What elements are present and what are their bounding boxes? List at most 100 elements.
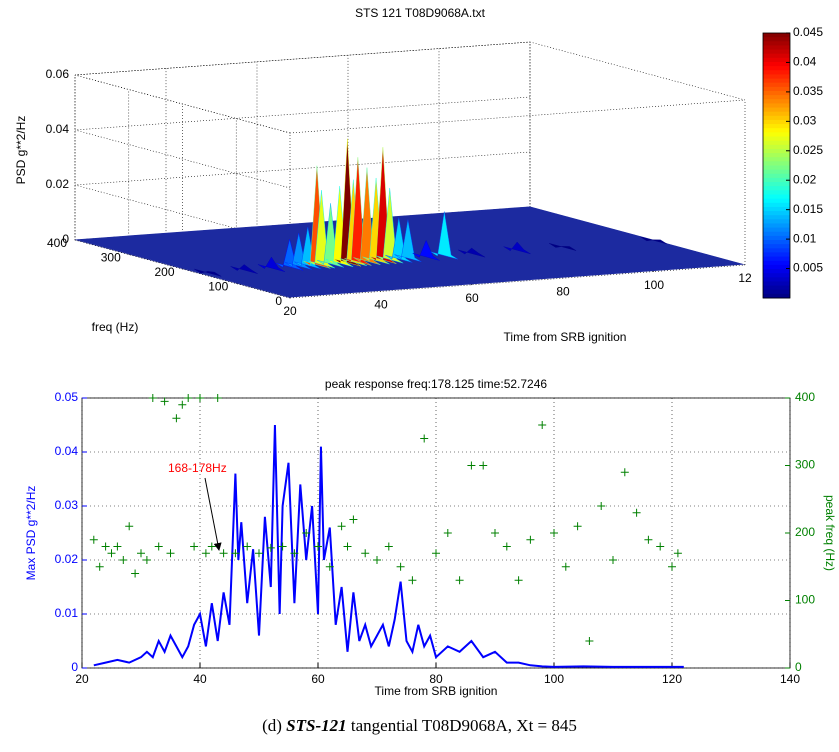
x-tick-label: 60 bbox=[311, 672, 325, 686]
data-point bbox=[231, 549, 240, 558]
colorbar-cell bbox=[763, 99, 790, 104]
y-axis-label: freq (Hz) bbox=[92, 320, 139, 334]
grid-line bbox=[74, 41, 531, 134]
y-tick-label: 0 bbox=[275, 294, 282, 308]
y-tick-label: 0.01 bbox=[55, 606, 79, 620]
data-point bbox=[443, 529, 452, 537]
data-point bbox=[266, 543, 275, 552]
colorbar-cell bbox=[763, 223, 790, 229]
colorbar-frame bbox=[762, 32, 791, 299]
colorbar-cell bbox=[763, 260, 790, 266]
data-point bbox=[154, 542, 163, 551]
colorbar-cell bbox=[763, 252, 790, 258]
surface-peak bbox=[194, 268, 222, 277]
colorbar-tick-label: 0.035 bbox=[793, 84, 823, 98]
data-point bbox=[479, 461, 488, 470]
data-point bbox=[668, 562, 676, 571]
data-point bbox=[190, 542, 199, 551]
colorbar-cell bbox=[763, 215, 790, 220]
z-axis-label: PSD g**2/Hz bbox=[14, 116, 28, 185]
colorbar-cell bbox=[763, 140, 790, 146]
surface-peak bbox=[307, 190, 336, 269]
x-tick-label: 100 bbox=[544, 672, 564, 686]
colorbar-cell bbox=[763, 37, 790, 42]
colorbar-cell bbox=[763, 45, 790, 51]
surface-peak bbox=[385, 217, 413, 263]
y-tick-label: 100 bbox=[208, 280, 228, 294]
colorbar-tick-label: 0.015 bbox=[793, 202, 823, 216]
surface-peak bbox=[503, 241, 531, 255]
data-point bbox=[561, 562, 570, 571]
surface-peak bbox=[458, 247, 486, 258]
colorbar-cell bbox=[763, 86, 790, 92]
data-point bbox=[420, 434, 429, 443]
surface-peak bbox=[276, 239, 304, 271]
data-point bbox=[131, 569, 140, 578]
x-tick-label: 20 bbox=[283, 304, 297, 318]
colorbar-cell bbox=[763, 82, 790, 88]
x-tick-label: 140 bbox=[780, 672, 800, 686]
surface-peak bbox=[257, 256, 285, 272]
colorbar-cell bbox=[763, 90, 790, 96]
data-point bbox=[673, 549, 682, 558]
colorbar-tick-label: 0.01 bbox=[793, 231, 817, 245]
colorbar-cell bbox=[763, 264, 790, 270]
colorbar-cell bbox=[763, 70, 790, 75]
colorbar-cell bbox=[763, 95, 790, 100]
surface-peak bbox=[412, 239, 440, 261]
data-point bbox=[142, 556, 151, 564]
colorbar-tick-label: 0.03 bbox=[793, 114, 817, 128]
y-tick-label: 0.05 bbox=[55, 390, 79, 404]
grid-line bbox=[74, 96, 531, 189]
y-tick-label: 0.03 bbox=[55, 498, 79, 512]
colorbar-tick-label: 0.025 bbox=[793, 143, 823, 157]
data-point bbox=[384, 542, 393, 551]
surface-peak bbox=[394, 219, 422, 262]
data-point bbox=[278, 542, 287, 551]
colorbar-cell bbox=[763, 165, 790, 171]
data-point bbox=[361, 549, 370, 558]
y-tick-label: 0 bbox=[71, 660, 78, 674]
data-point bbox=[644, 535, 653, 544]
data-point bbox=[184, 394, 193, 402]
caption: (d) STS-121 tangential T08D9068A, Xt = 8… bbox=[0, 716, 839, 736]
colorbar-cell bbox=[763, 115, 790, 121]
surface-peak bbox=[230, 264, 258, 274]
colorbar-cell bbox=[763, 273, 790, 278]
data-point bbox=[137, 549, 145, 558]
y2-tick-label: 100 bbox=[795, 593, 815, 607]
surface-peak bbox=[333, 138, 361, 267]
colorbar-cell bbox=[763, 256, 790, 262]
y2-tick-label: 0 bbox=[795, 660, 802, 674]
data-point bbox=[89, 535, 98, 544]
data-point bbox=[107, 549, 116, 558]
colorbar-cell bbox=[763, 206, 790, 212]
axis-box bbox=[289, 99, 746, 134]
colorbar-cell bbox=[763, 177, 790, 183]
colorbar-cell bbox=[763, 124, 790, 129]
colorbar-cell bbox=[763, 33, 790, 38]
grid-line bbox=[289, 264, 746, 299]
x-tick-label: 40 bbox=[374, 298, 388, 312]
data-point bbox=[343, 542, 352, 551]
data-point bbox=[113, 542, 122, 551]
data-point bbox=[95, 562, 104, 571]
y2-tick-label: 200 bbox=[795, 525, 815, 539]
surface-peak bbox=[353, 167, 381, 265]
z-tick-label: 0.04 bbox=[46, 122, 70, 136]
data-point bbox=[160, 397, 169, 406]
chart-title: peak response freq:178.125 time:52.7246 bbox=[325, 377, 547, 391]
y2-axis-label: peak freq (Hz) bbox=[823, 495, 837, 571]
y-tick-label: 0.04 bbox=[55, 444, 79, 458]
data-point bbox=[609, 556, 617, 564]
z-tick-label: 0.02 bbox=[46, 177, 70, 191]
data-point bbox=[408, 576, 417, 585]
data-point bbox=[656, 542, 665, 551]
caption-rest: tangential T08D9068A, Xt = 845 bbox=[350, 716, 577, 735]
data-point bbox=[432, 549, 440, 558]
data-point bbox=[632, 508, 641, 517]
colorbar-tick-label: 0.02 bbox=[793, 172, 817, 186]
x-tick-label: 60 bbox=[465, 291, 479, 305]
y-axis-label: Max PSD g**2/Hz bbox=[24, 486, 38, 581]
